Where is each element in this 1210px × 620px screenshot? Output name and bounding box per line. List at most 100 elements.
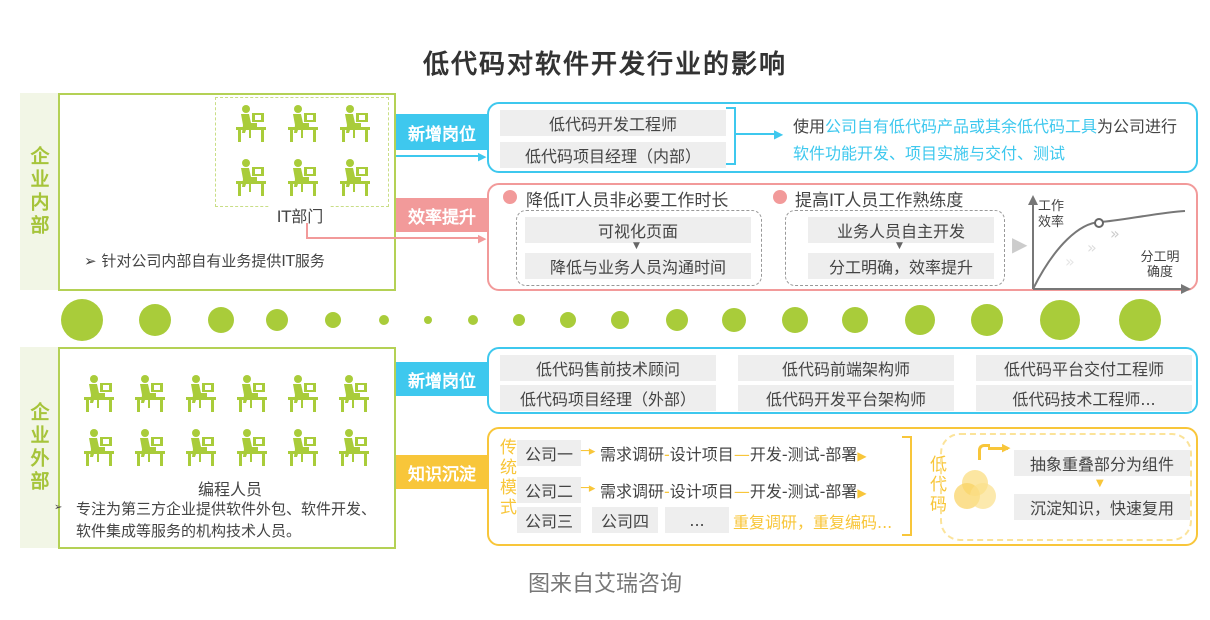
repeat-note: 重复调研，重复编码... — [733, 513, 893, 532]
divider-dot — [905, 305, 935, 335]
curve-point — [1094, 218, 1104, 228]
person-at-desk-icon — [84, 375, 114, 412]
flow-step: 设计项目 — [669, 445, 734, 464]
page-title: 低代码对软件开发行业的影响 — [422, 50, 787, 80]
flow-step: 开发-测试-部署 — [749, 482, 858, 501]
person-at-desk-icon — [288, 375, 318, 412]
internal-label: 企业内部 — [20, 93, 58, 290]
company-chip: ... — [665, 507, 729, 533]
person-at-desk-icon — [340, 159, 370, 196]
efficiency-box — [487, 183, 1198, 291]
arrow-right-icon: ▶ — [857, 449, 867, 463]
bullet-arrow-icon: ➢ — [54, 502, 63, 513]
person-at-desk-icon — [237, 375, 267, 412]
arrow-down-icon: ▼ — [633, 241, 640, 251]
efficiency-left-heading: 降低IT人员非必要工作时长 — [526, 191, 729, 211]
efficiency-right-heading: 提高IT人员工作熟练度 — [795, 191, 964, 211]
bullet-arrow-icon: ➢ — [84, 252, 102, 270]
flow-step: 需求调研 — [600, 482, 665, 501]
divider-dot — [666, 309, 688, 331]
flow-step: 设计项目 — [669, 482, 734, 501]
role-chip: 低代码平台交付工程师 — [976, 355, 1192, 381]
connector-line — [306, 237, 481, 239]
lowcode-step: 抽象重叠部分为组件 — [1014, 450, 1190, 476]
person-at-desk-icon — [288, 429, 318, 466]
knowledge-tag: 知识沉淀 — [396, 455, 488, 489]
lowcode-step: 沉淀知识，快速复用 — [1014, 494, 1190, 520]
divider-dot — [424, 316, 432, 324]
arrow-right-icon: ▶ — [1012, 232, 1028, 256]
new-roles-tag-label: 新增岗位 — [396, 115, 488, 149]
role-chip: 低代码售前技术顾问 — [500, 355, 716, 381]
internal-roles-desc: 使用公司自有低代码产品或其余低代码工具为公司进行软件功能开发、项目实施与交付、测… — [793, 113, 1193, 167]
arrow-right-icon: ▶ — [478, 232, 487, 245]
person-at-desk-icon — [340, 105, 370, 142]
step-chip: 降低与业务人员沟通时间 — [525, 253, 751, 279]
y-axis-arrow — [1028, 195, 1038, 205]
step-chip: 业务人员自主开发 — [808, 217, 994, 243]
arrow-down-icon: ▼ — [1096, 478, 1104, 489]
divider-dot — [560, 312, 576, 328]
external-label: 企业外部 — [20, 347, 58, 548]
connector-line — [736, 133, 776, 135]
arrow-right-icon: ▶ — [1002, 441, 1011, 454]
divider-dot — [1119, 299, 1161, 341]
person-at-desk-icon — [339, 429, 369, 466]
connector-line — [988, 447, 1008, 450]
person-at-desk-icon — [236, 105, 266, 142]
divider-dot — [379, 315, 389, 325]
company-chip: 公司一 — [517, 440, 581, 466]
step-chip: 分工明确，效率提升 — [808, 253, 994, 279]
internal-new-roles-box — [487, 102, 1198, 173]
efficiency-curve-graphic: » » » — [1028, 195, 1191, 294]
person-at-desk-icon — [339, 375, 369, 412]
flow-row-1: 需求调研-设计项目—开发-测试-部署▶ — [600, 445, 867, 464]
arrow-down-icon: ▼ — [896, 241, 903, 251]
x-axis-arrow — [1181, 284, 1191, 294]
external-new-roles-box — [487, 347, 1198, 414]
divider-dot — [139, 304, 171, 336]
bracket — [726, 107, 736, 165]
desc-text: 使用 — [793, 117, 826, 136]
programmer-label: 编程人员 — [197, 480, 262, 499]
internal-bullet: ➢ 针对公司内部自有业务提供IT服务 — [84, 250, 325, 271]
divider-dot — [513, 314, 525, 326]
role-chip: 低代码技术工程师... — [976, 385, 1192, 411]
chevron-icon: » — [1087, 238, 1097, 257]
new-roles-tag-external: 新增岗位 — [396, 362, 488, 396]
arrow-right-icon: ▶ — [774, 127, 784, 141]
efficiency-right-group — [785, 210, 1005, 286]
bullet-dot-icon — [773, 190, 787, 204]
person-at-desk-icon — [288, 159, 318, 196]
role-chip: 低代码项目经理（外部） — [500, 385, 716, 411]
divider-dot — [611, 311, 629, 329]
internal-panel — [58, 93, 396, 291]
role-chip: 低代码项目经理（内部） — [500, 142, 726, 168]
person-at-desk-icon — [236, 159, 266, 196]
person-at-desk-icon — [186, 429, 216, 466]
traditional-label: 传统模式 — [496, 438, 516, 518]
chevron-icon: » — [1065, 252, 1075, 271]
person-at-desk-icon — [135, 429, 165, 466]
arrow-right-icon: ▶ — [857, 486, 867, 500]
bracket — [902, 436, 912, 536]
arrow-right-icon: ─▸ — [581, 444, 596, 459]
external-panel — [58, 347, 396, 549]
divider-dot — [266, 309, 288, 331]
divider-dot — [1040, 300, 1080, 340]
chevron-icon: » — [1110, 224, 1120, 243]
divider-dot — [61, 299, 103, 341]
flow-step: 需求调研 — [600, 445, 665, 464]
bullet-dot-icon — [503, 190, 517, 204]
company-chip: 公司三 — [517, 507, 581, 533]
external-bullet: 专注为第三方企业提供软件外包、软件开发、软件集成等服务的机构技术人员。 — [76, 500, 377, 540]
divider-dot — [325, 312, 341, 328]
connector-line — [978, 444, 990, 460]
source-caption: 图来自艾瑞咨询 — [527, 572, 682, 597]
overlap-circles-icon — [954, 470, 996, 509]
person-at-desk-icon — [186, 375, 216, 412]
company-chip: 公司二 — [517, 477, 581, 503]
person-at-desk-icon — [288, 105, 318, 142]
flow-row-2: 需求调研-设计项目—开发-测试-部署▶ — [600, 482, 867, 501]
divider-dot — [722, 308, 746, 332]
